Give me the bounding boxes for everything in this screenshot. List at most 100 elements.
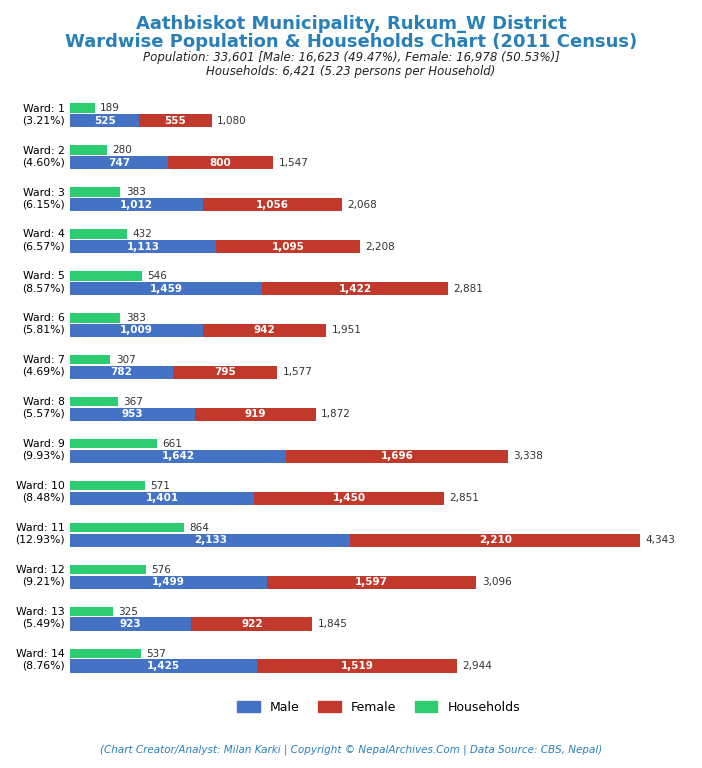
Text: 1,519: 1,519	[340, 661, 373, 671]
Bar	[267, 575, 477, 589]
Text: 2,133: 2,133	[194, 535, 227, 545]
Legend: Male, Female, Households: Male, Female, Households	[232, 696, 525, 719]
Bar	[257, 660, 456, 673]
Bar	[70, 439, 157, 449]
Bar	[203, 198, 342, 211]
Bar	[70, 565, 146, 574]
Text: 1,577: 1,577	[282, 367, 312, 377]
Text: 280: 280	[112, 145, 132, 155]
Text: 2,881: 2,881	[453, 283, 484, 293]
Bar	[70, 575, 267, 589]
Text: 1,845: 1,845	[317, 619, 347, 629]
Text: Population: 33,601 [Male: 16,623 (49.47%), Female: 16,978 (50.53%)]: Population: 33,601 [Male: 16,623 (49.47%…	[143, 51, 559, 65]
Text: 2,944: 2,944	[462, 661, 491, 671]
Text: 4,343: 4,343	[645, 535, 675, 545]
Text: 576: 576	[151, 564, 171, 574]
Bar	[70, 230, 127, 239]
Bar	[70, 523, 183, 532]
Text: Wardwise Population & Households Chart (2011 Census): Wardwise Population & Households Chart (…	[65, 33, 637, 51]
Text: 3,338: 3,338	[513, 452, 543, 462]
Text: 1,696: 1,696	[380, 452, 413, 462]
Text: 1,401: 1,401	[145, 493, 179, 503]
Text: 1,951: 1,951	[331, 326, 362, 336]
Bar	[203, 324, 326, 337]
Bar	[195, 408, 316, 421]
Text: 1,425: 1,425	[147, 661, 180, 671]
Text: 795: 795	[214, 367, 236, 377]
Bar	[70, 649, 140, 658]
Bar	[70, 408, 195, 421]
Bar	[168, 156, 273, 170]
Text: 571: 571	[150, 481, 171, 491]
Bar	[70, 324, 203, 337]
Bar	[216, 240, 360, 253]
Text: 1,095: 1,095	[272, 242, 305, 252]
Text: Aathbiskot Municipality, Rukum_W District: Aathbiskot Municipality, Rukum_W Distric…	[135, 15, 567, 33]
Text: 1,422: 1,422	[338, 283, 371, 293]
Text: 432: 432	[132, 229, 152, 239]
Text: 367: 367	[124, 397, 143, 407]
Bar	[70, 114, 139, 127]
Text: 537: 537	[146, 648, 166, 659]
Text: 1,547: 1,547	[279, 157, 308, 167]
Text: 325: 325	[118, 607, 138, 617]
Text: 661: 661	[162, 439, 182, 449]
Bar	[254, 492, 444, 505]
Text: 1,642: 1,642	[161, 452, 194, 462]
Text: 555: 555	[165, 116, 186, 126]
Bar	[286, 449, 508, 463]
Bar	[70, 187, 121, 197]
Bar	[70, 356, 110, 365]
Text: 525: 525	[94, 116, 116, 126]
Bar	[70, 660, 257, 673]
Text: Households: 6,421 (5.23 persons per Household): Households: 6,421 (5.23 persons per Hous…	[206, 65, 496, 78]
Text: 919: 919	[245, 409, 266, 419]
Bar	[70, 366, 173, 379]
Text: 1,113: 1,113	[127, 242, 160, 252]
Text: 383: 383	[126, 313, 145, 323]
Text: 383: 383	[126, 187, 145, 197]
Text: 1,499: 1,499	[152, 578, 185, 588]
Text: 1,056: 1,056	[256, 200, 289, 210]
Text: 1,597: 1,597	[355, 578, 388, 588]
Bar	[70, 481, 145, 490]
Bar	[70, 282, 262, 295]
Bar	[139, 114, 212, 127]
Bar	[70, 145, 107, 154]
Text: 2,068: 2,068	[347, 200, 376, 210]
Text: 747: 747	[108, 157, 131, 167]
Text: 942: 942	[253, 326, 275, 336]
Text: 3,096: 3,096	[482, 578, 512, 588]
Text: 800: 800	[210, 157, 232, 167]
Text: 546: 546	[147, 271, 167, 281]
Text: 922: 922	[241, 619, 263, 629]
Bar	[70, 492, 254, 505]
Text: 953: 953	[122, 409, 143, 419]
Bar	[70, 397, 119, 406]
Bar	[70, 240, 216, 253]
Text: 1,872: 1,872	[321, 409, 351, 419]
Bar	[70, 271, 142, 280]
Text: 1,459: 1,459	[150, 283, 183, 293]
Text: 1,009: 1,009	[120, 326, 153, 336]
Text: 1,012: 1,012	[120, 200, 153, 210]
Bar	[70, 156, 168, 170]
Text: 189: 189	[100, 103, 120, 113]
Bar	[70, 617, 192, 631]
Text: 864: 864	[189, 523, 208, 533]
Text: 2,851: 2,851	[449, 493, 479, 503]
Text: 782: 782	[110, 367, 133, 377]
Text: (Chart Creator/Analyst: Milan Karki | Copyright © NepalArchives.Com | Data Sourc: (Chart Creator/Analyst: Milan Karki | Co…	[100, 744, 602, 755]
Bar	[70, 104, 95, 113]
Text: 2,210: 2,210	[479, 535, 512, 545]
Text: 1,080: 1,080	[217, 116, 247, 126]
Bar	[70, 449, 286, 463]
Bar	[350, 534, 640, 547]
Bar	[262, 282, 449, 295]
Text: 1,450: 1,450	[333, 493, 366, 503]
Bar	[70, 534, 350, 547]
Bar	[70, 198, 203, 211]
Text: 307: 307	[116, 355, 135, 365]
Bar	[70, 607, 113, 616]
Bar	[173, 366, 277, 379]
